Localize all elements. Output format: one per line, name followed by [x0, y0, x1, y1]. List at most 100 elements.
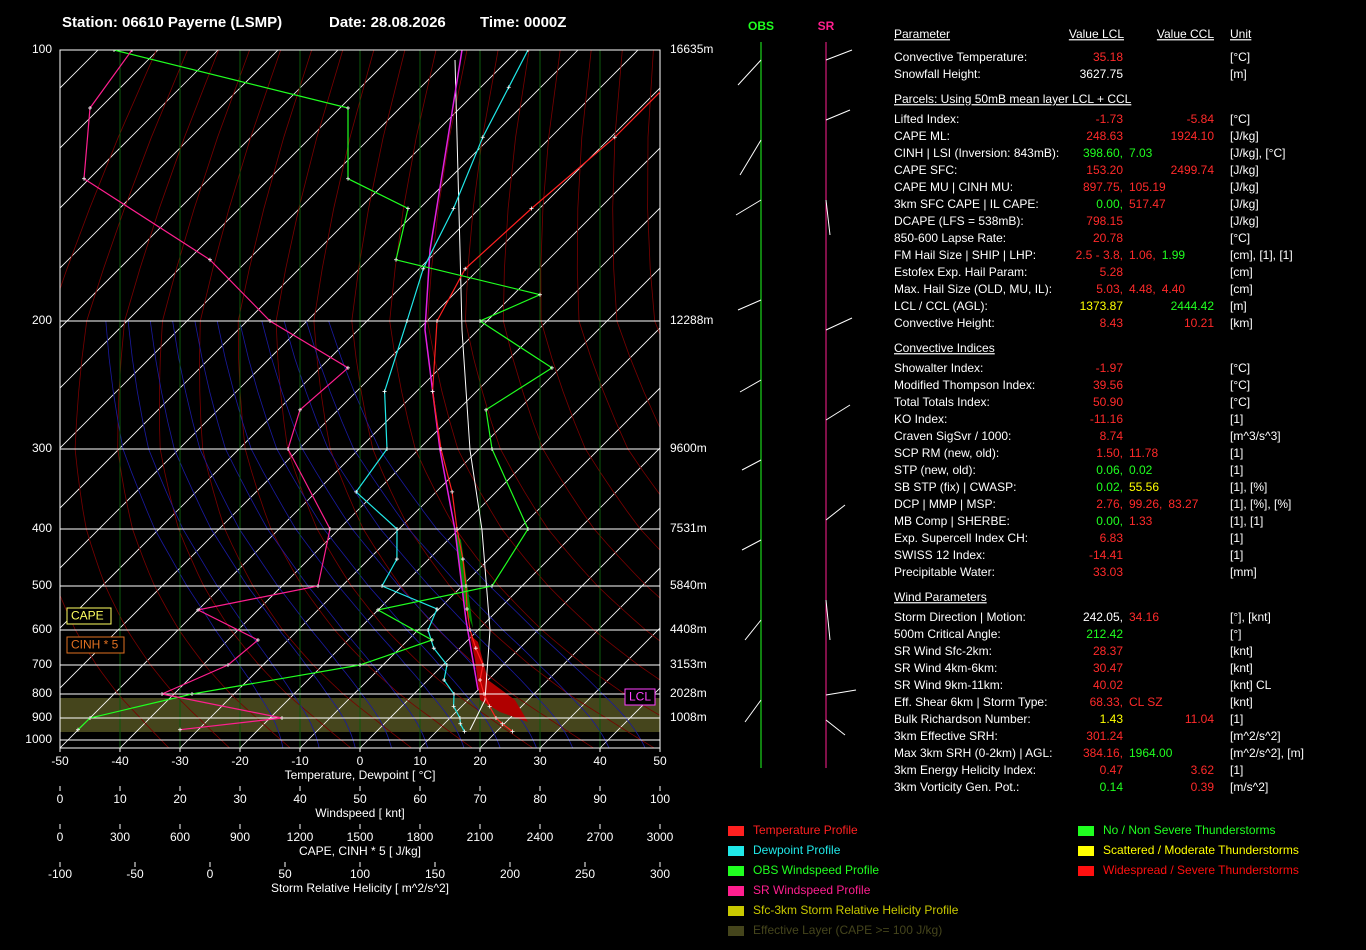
dry-adiabat — [237, 50, 473, 748]
legend-swatch — [728, 826, 744, 836]
legend-label: Widespread / Severe Thunderstorms — [1103, 863, 1299, 877]
dry-adiabat — [427, 50, 660, 681]
dry-adiabat — [389, 50, 660, 716]
row-unit: [m^2/s^2], [m] — [1230, 746, 1304, 760]
legend-swatch — [728, 866, 744, 876]
profile-point — [455, 527, 459, 531]
legend-swatch — [728, 846, 744, 856]
row-value-ccl: 3.62 — [1191, 763, 1215, 777]
row-label: Showalter Index: — [894, 361, 983, 375]
dry-adiabat — [199, 50, 413, 748]
profile-point — [316, 584, 320, 588]
profile-point — [494, 716, 498, 720]
isotherm — [60, 50, 519, 509]
profile — [430, 91, 660, 734]
axis-tick-label: 0 — [57, 830, 64, 844]
x-tick-label: 40 — [593, 754, 607, 768]
row-unit: [m] — [1230, 67, 1247, 81]
legend-label: No / Non Severe Thunderstorms — [1103, 823, 1276, 837]
date: Date: 28.08.2026 — [329, 14, 446, 31]
profile — [76, 50, 554, 732]
dry-adiabat — [502, 50, 660, 599]
profile-point — [450, 489, 455, 494]
row-label: Estofex Exp. Hail Param: — [894, 265, 1027, 279]
isotherm — [239, 327, 660, 748]
row-value-extra: 1.33 — [1129, 514, 1153, 528]
row-value-ccl: 11.04 — [1185, 712, 1214, 726]
isotherm — [60, 50, 639, 629]
height-label: 7531m — [670, 521, 707, 535]
annotation-box — [66, 607, 112, 625]
profile-line — [431, 91, 660, 732]
profile-point — [286, 447, 290, 451]
row-value: 5.03, — [1096, 282, 1123, 296]
row-unit: [J/kg] — [1230, 163, 1259, 177]
axis-label: Storm Relative Helicity [ m^2/s^2] — [271, 881, 449, 895]
row-value: -1.73 — [1096, 112, 1124, 126]
x-tick-label: 30 — [533, 754, 547, 768]
profile-point — [462, 729, 467, 734]
profile-point — [88, 716, 92, 720]
axis-tick-label: 60 — [413, 792, 427, 806]
wind-barbs — [735, 49, 857, 736]
row-value: 2.76, — [1096, 497, 1123, 511]
profile-point — [487, 704, 492, 709]
profile-point — [473, 646, 478, 651]
profile-line — [355, 50, 529, 732]
axis-tick-label: 300 — [110, 830, 130, 844]
legend-label: OBS Windspeed Profile — [753, 863, 879, 877]
time: Time: 0000Z — [480, 14, 566, 31]
row-label: Precipitable Water: — [894, 565, 995, 579]
axis-label: Windspeed [ knt] — [315, 806, 404, 820]
sr-label: SR — [818, 19, 835, 33]
row-label: Eff. Shear 6km | Storm Type: — [894, 695, 1047, 709]
cape-fills — [424, 49, 528, 731]
row-value: 212.42 — [1086, 627, 1123, 641]
row-unit: [mm] — [1230, 565, 1257, 579]
dry-adiabat — [464, 50, 660, 642]
profile-point — [426, 628, 430, 632]
row-unit: [1], [1] — [1230, 514, 1263, 528]
moist-adiabat — [172, 320, 392, 748]
profile-point — [298, 407, 302, 412]
table-header: Value CCL — [1157, 27, 1214, 41]
row-unit: [1], [%] — [1230, 480, 1267, 494]
row-value-part: 11.78 — [1129, 446, 1158, 460]
profile-point — [395, 527, 399, 531]
row-value-part: 517.47 — [1129, 197, 1166, 211]
row-value-part: 1964.00 — [1129, 746, 1173, 760]
row-value: 50.90 — [1093, 395, 1123, 409]
height-label: 9600m — [670, 441, 707, 455]
row-value: 0.00, — [1096, 514, 1123, 528]
row-unit: [cm], [1], [1] — [1230, 248, 1293, 262]
dry-adiabat — [612, 50, 660, 429]
legend-swatch — [728, 906, 744, 916]
row-value: 398.60, — [1083, 146, 1123, 160]
axis-tick-label: 2400 — [527, 830, 554, 844]
row-value: 2.5 - 3.8, — [1076, 248, 1123, 262]
row-value: -1.97 — [1096, 361, 1124, 375]
x-tick-label: 0 — [357, 754, 364, 768]
moist-adiabat — [149, 320, 356, 748]
row-value-part: 0.02 — [1129, 463, 1153, 477]
legend-swatch — [728, 926, 744, 936]
legend-label: SR Windspeed Profile — [753, 883, 871, 897]
x-tick-label: 10 — [413, 754, 427, 768]
profile — [82, 50, 350, 732]
row-label: Max 3km SRH (0-2km) | AGL: — [894, 746, 1052, 760]
row-value: 35.18 — [1093, 50, 1123, 64]
profile-point — [385, 447, 389, 451]
row-label: MB Comp | SHERBE: — [894, 514, 1010, 528]
row-value-part: 4.40 — [1162, 282, 1186, 296]
profile-point — [226, 663, 230, 667]
isotherm — [60, 50, 279, 269]
moist-adiabat — [105, 320, 284, 748]
axis-tick-label: 50 — [278, 867, 292, 881]
moist-adiabat — [305, 320, 610, 748]
row-label: 500m Critical Angle: — [894, 627, 1001, 641]
row-label: SB STP (fix) | CWASP: — [894, 480, 1016, 494]
row-value-part: 1.99 — [1162, 248, 1186, 262]
height-label: 5840m — [670, 578, 707, 592]
obs-label: OBS — [748, 19, 774, 33]
axis-tick-label: 1200 — [287, 830, 314, 844]
